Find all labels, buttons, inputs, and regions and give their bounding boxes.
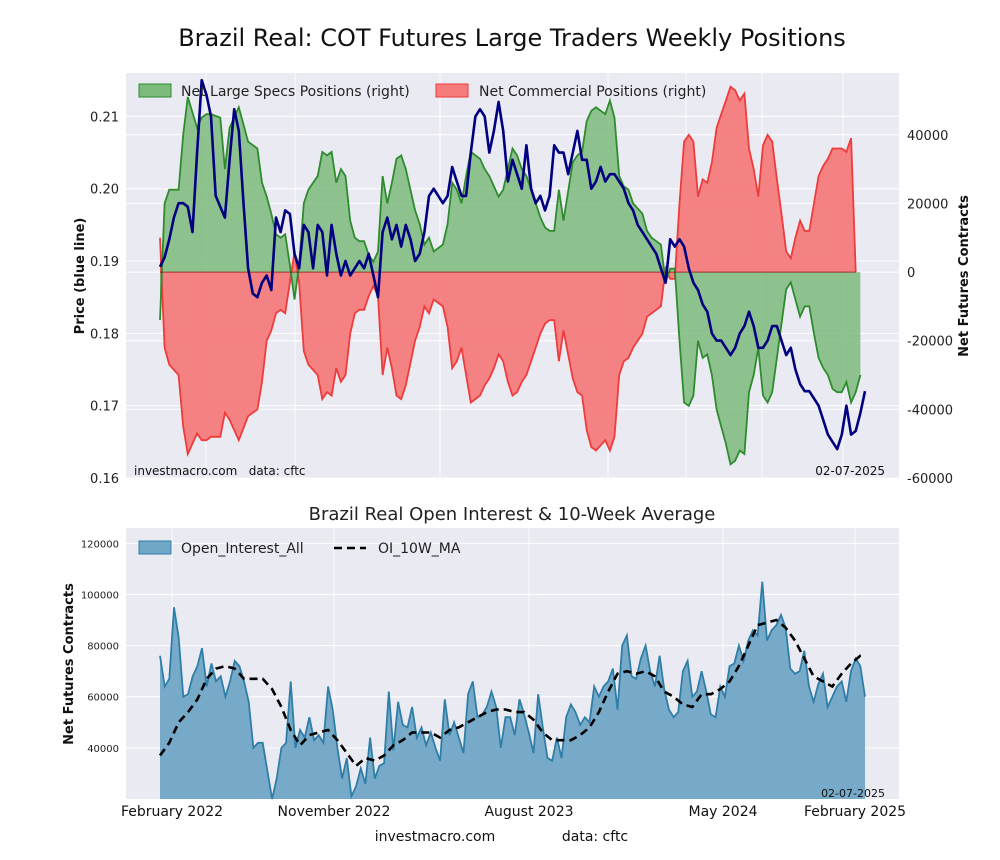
positions-right-ticks: -60000 -40000 -20000 0 20000 40000 bbox=[907, 129, 953, 487]
left-tick-label-0: 0.16 bbox=[90, 472, 119, 487]
left-tick-label-5: 0.21 bbox=[90, 110, 119, 125]
positions-chart: 0.16 0.17 0.18 0.19 0.20 0.21 -60000 -40000 -20… bbox=[73, 73, 972, 487]
x-tick-label-4: February 2025 bbox=[804, 804, 906, 820]
footer-source: data: cftc bbox=[562, 829, 628, 845]
open-interest-x-ticks: February 2022 November 2022 August 2023 May… bbox=[121, 804, 906, 820]
right-tick-label-5: 40000 bbox=[907, 129, 948, 144]
x-tick-label-3: May 2024 bbox=[688, 804, 757, 820]
right-tick-label-1: -40000 bbox=[907, 403, 953, 418]
legend-swatch-specs bbox=[138, 83, 172, 98]
bot-y-tick-label-1: 60000 bbox=[87, 693, 119, 704]
price-line bbox=[158, 78, 867, 451]
positions-legend: Net Large Specs Positions (right) Net Co… bbox=[138, 83, 706, 100]
right-tick-label-0: -60000 bbox=[907, 472, 953, 487]
right-tick-label-4: 20000 bbox=[907, 197, 948, 212]
x-tick-label-2: August 2023 bbox=[484, 804, 573, 820]
bot-y-tick-label-3: 100000 bbox=[81, 590, 119, 601]
bot-y-tick-label-2: 80000 bbox=[87, 642, 119, 653]
open-interest-chart: Brazil Real Open Interest & 10-Week Aver… bbox=[62, 504, 906, 820]
positions-watermark: investmacro.com data: cftc bbox=[134, 464, 306, 478]
left-tick-label-2: 0.18 bbox=[90, 327, 119, 342]
ma-line bbox=[158, 618, 865, 768]
legend-label-commercial: Net Commercial Positions (right) bbox=[479, 84, 706, 100]
open-interest-y-axis-label: Net Futures Contracts bbox=[62, 583, 77, 745]
legend-label-ma: OI_10W_MA bbox=[378, 541, 461, 557]
positions-left-ticks: 0.16 0.17 0.18 0.19 0.20 0.21 bbox=[90, 110, 119, 487]
legend-swatch-commercial bbox=[435, 83, 469, 98]
page-title: Brazil Real: COT Futures Large Traders W… bbox=[178, 24, 846, 52]
left-tick-label-1: 0.17 bbox=[90, 400, 119, 415]
footer-site: investmacro.com bbox=[375, 829, 495, 845]
legend-label-open-interest: Open_Interest_All bbox=[181, 541, 304, 557]
right-tick-label-3: 0 bbox=[907, 266, 915, 281]
positions-right-axis-label: Net Futures Contracts bbox=[957, 195, 972, 357]
positions-price-line bbox=[158, 78, 867, 451]
open-interest-y-ticks: 40000 60000 80000 100000 120000 bbox=[81, 539, 119, 755]
x-tick-label-1: November 2022 bbox=[278, 804, 391, 820]
bot-y-tick-label-0: 40000 bbox=[87, 744, 119, 755]
right-tick-label-2: -20000 bbox=[907, 335, 953, 350]
left-tick-label-4: 0.20 bbox=[90, 183, 119, 198]
positions-date-label: 02-07-2025 bbox=[815, 464, 885, 478]
bot-y-tick-label-4: 120000 bbox=[81, 539, 119, 550]
legend-label-specs: Net Large Specs Positions (right) bbox=[181, 84, 410, 100]
open-interest-legend: Open_Interest_All OI_10W_MA bbox=[138, 540, 461, 557]
specs-area bbox=[160, 97, 861, 465]
open-interest-ma-line bbox=[158, 618, 865, 768]
positions-left-axis-label: Price (blue line) bbox=[73, 218, 88, 335]
legend-swatch-open-interest bbox=[138, 540, 172, 555]
open-interest-date-label: 02-07-2025 bbox=[821, 787, 885, 800]
open-interest-title: Brazil Real Open Interest & 10-Week Aver… bbox=[309, 504, 716, 525]
open-interest-area bbox=[159, 581, 866, 800]
open-interest-line bbox=[159, 581, 866, 800]
left-tick-label-3: 0.19 bbox=[90, 255, 119, 270]
x-tick-label-0: February 2022 bbox=[121, 804, 223, 820]
